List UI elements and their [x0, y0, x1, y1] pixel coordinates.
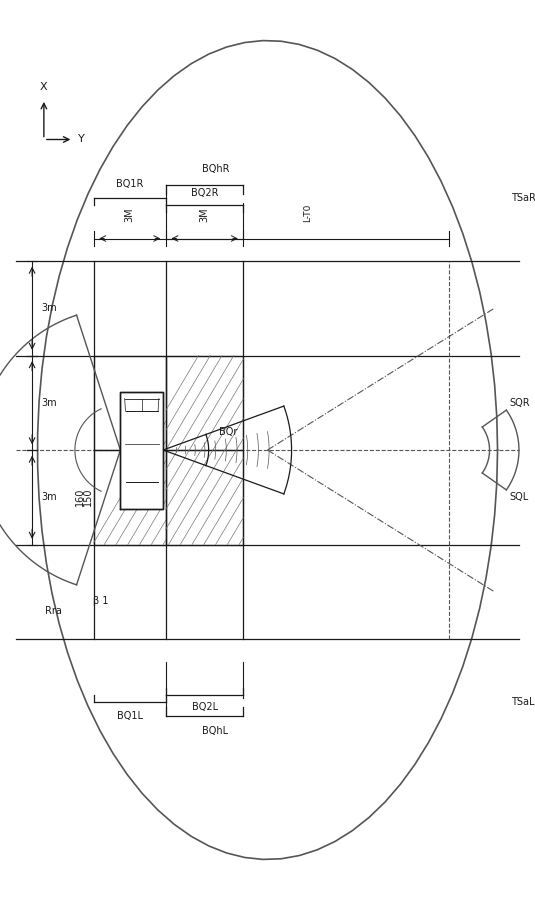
Text: BQhR: BQhR	[202, 164, 229, 174]
Text: BQ2L: BQ2L	[192, 702, 218, 712]
Text: 3m: 3m	[42, 303, 57, 313]
Text: SQL: SQL	[509, 492, 529, 502]
Text: Rra: Rra	[45, 606, 62, 616]
Text: X: X	[40, 82, 48, 92]
Text: BQ1L: BQ1L	[117, 711, 143, 721]
Text: BQ2R: BQ2R	[191, 188, 218, 198]
Text: SQR: SQR	[509, 398, 530, 408]
Text: BQhL: BQhL	[202, 726, 228, 736]
Text: TSaR: TSaR	[511, 193, 535, 203]
Text: 150: 150	[83, 488, 93, 507]
Text: L-T0: L-T0	[303, 204, 312, 222]
Text: 3M: 3M	[125, 208, 135, 222]
Text: Y: Y	[78, 134, 85, 145]
Polygon shape	[120, 392, 163, 508]
Text: 3m: 3m	[42, 492, 57, 502]
Text: 160: 160	[75, 488, 85, 507]
Text: BQ1R: BQ1R	[116, 179, 143, 189]
Text: β 1: β 1	[93, 596, 108, 607]
Text: 3m: 3m	[42, 398, 57, 408]
Text: TSaL: TSaL	[511, 697, 534, 707]
Text: BQr: BQr	[219, 427, 238, 437]
Text: 3M: 3M	[200, 208, 210, 222]
